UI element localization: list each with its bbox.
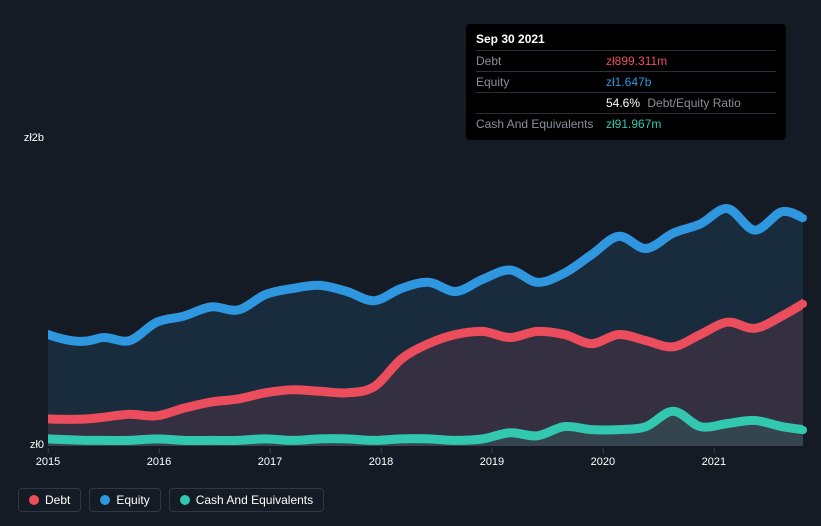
x-axis-label: 2016 xyxy=(147,456,171,468)
tooltip-date: Sep 30 2021 xyxy=(476,30,776,48)
tooltip-value-suffix: Debt/Equity Ratio xyxy=(644,96,741,110)
legend-dot-icon xyxy=(100,495,110,505)
series-endpoint-dot xyxy=(799,300,807,308)
tooltip-value: zł899.311m xyxy=(606,52,667,70)
tooltip-value: 54.6% Debt/Equity Ratio xyxy=(606,94,741,112)
x-axis-label: 2020 xyxy=(591,456,615,468)
x-axis-label: 2019 xyxy=(480,456,504,468)
x-axis-label: 2021 xyxy=(702,456,726,468)
chart-svg xyxy=(48,138,803,445)
legend-item[interactable]: Equity xyxy=(89,488,160,512)
tooltip-row: Equityzł1.647b xyxy=(476,71,776,92)
chart-legend: Debt Equity Cash And Equivalents xyxy=(18,488,324,512)
legend-item[interactable]: Cash And Equivalents xyxy=(169,488,324,512)
legend-label: Equity xyxy=(116,493,149,507)
tooltip-label: Debt xyxy=(476,52,606,70)
financials-chart: zł0zł2b 2015201620172018201920202021 xyxy=(18,120,803,476)
y-axis-label: zł2b xyxy=(24,132,44,144)
plot-area[interactable]: zł0zł2b xyxy=(48,138,803,446)
series-endpoint-dot xyxy=(799,214,807,222)
tooltip-value: zł1.647b xyxy=(606,73,651,91)
legend-dot-icon xyxy=(29,495,39,505)
legend-dot-icon xyxy=(180,495,190,505)
tooltip-row: Debtzł899.311m xyxy=(476,50,776,71)
y-axis-label: zł0 xyxy=(30,439,44,451)
series-endpoint-dot xyxy=(799,426,807,434)
tooltip-label: Equity xyxy=(476,73,606,91)
tooltip-row: 54.6% Debt/Equity Ratio xyxy=(476,92,776,113)
legend-label: Debt xyxy=(45,493,70,507)
x-axis-label: 2018 xyxy=(369,456,393,468)
legend-item[interactable]: Debt xyxy=(18,488,81,512)
x-axis-label: 2017 xyxy=(258,456,282,468)
x-axis-label: 2015 xyxy=(36,456,60,468)
tooltip-label xyxy=(476,94,606,112)
x-axis: 2015201620172018201920202021 xyxy=(48,450,803,476)
legend-label: Cash And Equivalents xyxy=(196,493,313,507)
